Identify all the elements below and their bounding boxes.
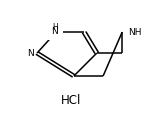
Text: H: H	[52, 23, 58, 32]
Text: N: N	[51, 27, 58, 36]
Text: N: N	[27, 49, 33, 58]
Text: NH: NH	[129, 28, 142, 37]
Text: HCl: HCl	[61, 94, 82, 107]
